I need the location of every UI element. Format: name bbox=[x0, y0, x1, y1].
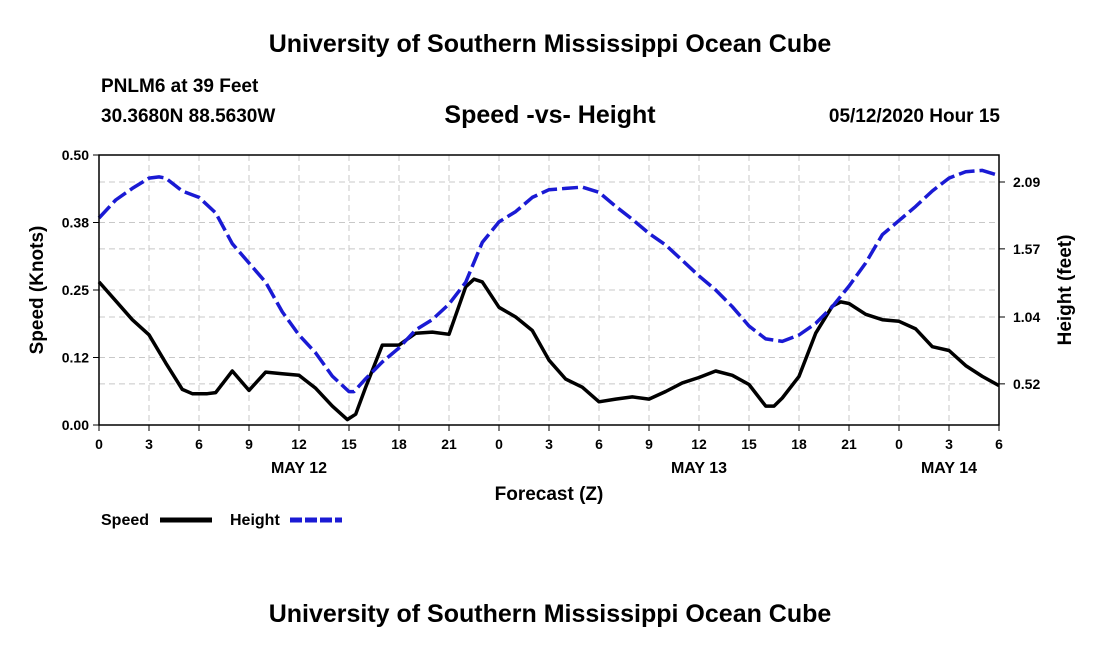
speed-series-line bbox=[97, 277, 1000, 422]
y-left-tick-label: 0.50 bbox=[62, 147, 89, 163]
x-tick-label: 18 bbox=[391, 436, 407, 452]
legend-height-label: Height bbox=[230, 512, 280, 529]
legend: Speed Height bbox=[101, 512, 342, 529]
station-label: PNLM6 at 39 Feet bbox=[101, 76, 259, 97]
chart-title: Speed -vs- Height bbox=[444, 101, 656, 129]
legend-speed-label: Speed bbox=[101, 512, 149, 529]
y-right-tick-label: 2.09 bbox=[1013, 174, 1040, 190]
y-left-tick-label: 0.00 bbox=[62, 417, 89, 433]
x-axis-label: Forecast (Z) bbox=[495, 484, 604, 505]
x-date-label: MAY 13 bbox=[671, 460, 727, 477]
height-series-line bbox=[97, 168, 1000, 394]
footer-title: University of Southern Mississippi Ocean… bbox=[268, 600, 832, 628]
y-left-tick-label: 0.12 bbox=[62, 350, 89, 366]
x-date-label: MAY 14 bbox=[921, 460, 977, 477]
x-tick-label: 0 bbox=[895, 436, 903, 452]
x-tick-label: 3 bbox=[145, 436, 153, 452]
x-tick-label: 6 bbox=[995, 436, 1003, 452]
forecast-datetime: 05/12/2020 Hour 15 bbox=[828, 106, 1000, 127]
y-axis-label-right: Height (feet) bbox=[1055, 235, 1076, 346]
x-tick-label: 18 bbox=[791, 436, 807, 452]
x-tick-label: 0 bbox=[495, 436, 503, 452]
x-tick-label: 0 bbox=[95, 436, 103, 452]
axis-labels: 0 3 6 9 12 15 18 21 0 3 6 9 12 15 18 21 0 3 6 MAY 12 MAY 13 M… bbox=[62, 147, 1041, 477]
y-right-tick-label: 1.04 bbox=[1013, 309, 1040, 325]
series bbox=[97, 168, 1000, 422]
x-tick-label: 15 bbox=[341, 436, 357, 452]
y-left-tick-label: 0.38 bbox=[62, 215, 89, 231]
plot-frame bbox=[98, 154, 1000, 426]
x-date-label: MAY 12 bbox=[271, 460, 327, 477]
x-tick-label: 3 bbox=[545, 436, 553, 452]
x-tick-label: 9 bbox=[245, 436, 253, 452]
y-left-tick-label: 0.25 bbox=[62, 282, 89, 298]
y-right-tick-label: 1.57 bbox=[1013, 241, 1040, 257]
x-tick-label: 12 bbox=[691, 436, 707, 452]
x-tick-label: 12 bbox=[291, 436, 307, 452]
axis-ticks bbox=[93, 154, 1005, 431]
x-tick-label: 6 bbox=[195, 436, 203, 452]
x-tick-label: 21 bbox=[441, 436, 457, 452]
y-right-tick-label: 0.52 bbox=[1013, 376, 1040, 392]
x-tick-label: 9 bbox=[645, 436, 653, 452]
grid bbox=[98, 154, 1000, 426]
x-tick-label: 3 bbox=[945, 436, 953, 452]
x-tick-label: 21 bbox=[841, 436, 857, 452]
coordinates-label: 30.3680N 88.5630W bbox=[101, 106, 276, 127]
x-tick-label: 15 bbox=[741, 436, 757, 452]
x-tick-label: 6 bbox=[595, 436, 603, 452]
y-axis-label-left: Speed (Knots) bbox=[27, 226, 48, 355]
page-title: University of Southern Mississippi Ocean… bbox=[268, 30, 832, 58]
